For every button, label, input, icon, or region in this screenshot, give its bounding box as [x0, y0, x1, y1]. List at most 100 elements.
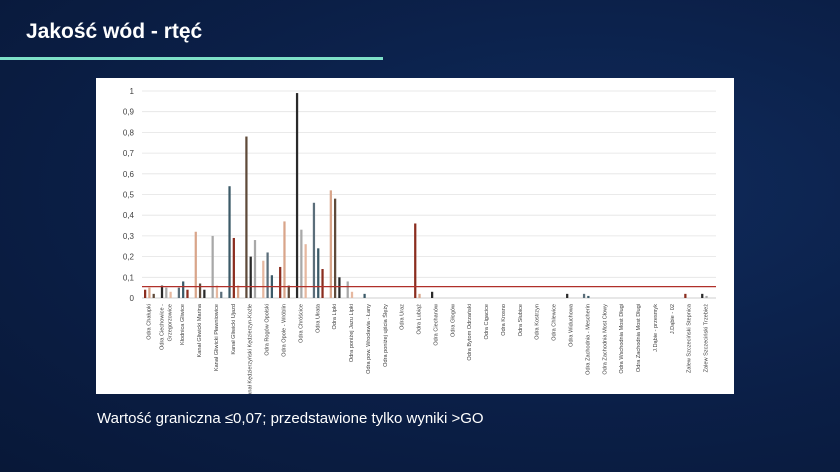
bar	[228, 186, 231, 298]
x-tick-label: Odra Zachodnia Most Długi	[636, 304, 642, 372]
bar	[152, 293, 155, 298]
bar	[169, 291, 172, 298]
bar	[220, 291, 223, 298]
bar	[287, 285, 290, 298]
title-underline	[0, 57, 383, 60]
y-axis-ticks: 0 0,1 0,2 0,3 0,4 0,5 0,6 0,7 0,8 0,9 1	[123, 87, 135, 303]
y-tick-label: 0	[130, 294, 135, 303]
x-tick-label: J.Dąbie - przesmyk	[653, 304, 659, 352]
x-tick-label: Kanał Gliwicki Pławniowice	[214, 304, 220, 371]
bar	[350, 291, 354, 298]
x-tick-label: Kanał Kędzierzyński Kędzierzyn-Koźle	[248, 304, 254, 394]
bar	[684, 293, 687, 298]
x-tick-label: Kanał Gliwicki Ujazd	[231, 304, 237, 355]
x-tick-label: Odra Krosno	[501, 304, 507, 336]
x-tick-label: Odra Ułrata	[315, 303, 321, 333]
y-tick-label: 0,3	[123, 232, 135, 241]
bar	[300, 229, 303, 298]
bar	[321, 269, 324, 298]
bars	[144, 93, 708, 298]
bar	[363, 293, 366, 298]
bar	[346, 281, 349, 298]
y-tick-label: 0,7	[123, 149, 135, 158]
x-tick-label: Odra Chlewice	[552, 304, 558, 341]
bar	[160, 285, 164, 298]
bar	[701, 293, 704, 298]
x-tick-label: Odra Bytom Odrzański	[467, 304, 473, 361]
x-tick-label: Odra Lubiąż	[417, 304, 423, 335]
y-tick-label: 0,9	[123, 108, 135, 117]
bar	[262, 260, 265, 298]
y-tick-label: 0,5	[123, 191, 135, 200]
bar	[215, 285, 219, 298]
bar	[431, 291, 434, 298]
x-tick-label: Odra Chróścice	[298, 304, 304, 343]
x-tick-label: Odra Słubice	[518, 304, 524, 336]
x-tick-label: Zalew Szczeciński Stepnica	[687, 303, 693, 373]
x-tick-label: Grzegorzowice	[167, 304, 173, 341]
x-tick-label: Odra Ciechanów	[433, 303, 439, 346]
x-tick-label: Odra Lipki	[332, 304, 338, 330]
bar	[266, 252, 269, 298]
x-tick-label: Odra Głogów	[450, 303, 456, 337]
bar	[582, 293, 586, 298]
x-tick-label: Odra Uraz	[400, 304, 406, 330]
bar	[232, 237, 235, 298]
mercury-bar-chart: 0 0,1 0,2 0,3 0,4 0,5 0,6 0,7 0,8 0,9 1 Odra Chału…	[123, 87, 716, 394]
bar	[182, 281, 185, 298]
y-tick-label: 1	[130, 87, 135, 96]
y-tick-label: 0,1	[123, 273, 135, 282]
x-tick-label: Odra Zachodnia - Mescherin	[585, 304, 591, 375]
bar	[253, 240, 257, 298]
x-axis-labels: Odra Chałupki Odra Ciechowice - Grzegorzow…	[146, 303, 709, 394]
bar	[144, 289, 147, 298]
x-tick-label: Odra pow. Wrocławia - Łany	[366, 304, 372, 374]
bar	[148, 287, 151, 298]
chart-panel: 0 0,1 0,2 0,3 0,4 0,5 0,6 0,7 0,8 0,9 1 Odra Chału…	[96, 78, 734, 394]
x-tick-label: Odra Zachodnia Most Cłowy	[602, 304, 608, 375]
bar	[414, 223, 417, 298]
bar	[194, 231, 197, 298]
y-tick-label: 0,8	[123, 128, 135, 137]
bar	[165, 287, 168, 298]
y-tick-label: 0,2	[123, 253, 135, 262]
bar	[295, 93, 299, 298]
bar	[705, 295, 708, 298]
y-tick-label: 0,6	[123, 170, 135, 179]
bar	[338, 277, 341, 298]
x-tick-label: J.Dąbie - 02	[670, 304, 676, 334]
x-tick-label: Odra Widuchowa	[569, 303, 575, 347]
bar	[566, 293, 569, 298]
bar	[198, 283, 202, 298]
bar	[186, 289, 189, 298]
bar	[334, 198, 337, 298]
bar	[304, 244, 307, 298]
bar	[237, 285, 240, 298]
x-tick-label: Zalew Szczeciński Trzebież	[704, 304, 710, 373]
x-tick-label: Odra Rogów Opolski	[265, 304, 271, 356]
bar	[312, 202, 316, 298]
grid-lines	[142, 90, 716, 299]
x-tick-label: Odra Kostrzyn	[535, 304, 541, 340]
bar	[245, 136, 248, 298]
caption: Wartość graniczna ≤0,07; przedstawione t…	[97, 410, 484, 427]
bar	[317, 248, 320, 298]
x-tick-label: Odra poniżej Jazu Lipki	[349, 304, 355, 362]
x-tick-label: Odra Opole - Wróblin	[282, 304, 288, 357]
bar	[587, 295, 590, 298]
x-tick-label: Odra Ciechowice -	[159, 304, 165, 350]
bar	[279, 266, 282, 298]
x-tick-label: Odra Wschodnia Most Długi	[619, 304, 625, 374]
x-tick-label: Odra Cigacice	[484, 304, 490, 339]
bar	[211, 235, 214, 298]
x-tick-label: Kanał Gliwicki Marina	[197, 303, 203, 357]
y-tick-label: 0,4	[123, 211, 135, 220]
bar	[177, 287, 181, 298]
bar	[283, 221, 286, 298]
bar	[249, 256, 252, 298]
slide-title: Jakość wód - rtęć	[26, 20, 203, 43]
bar	[418, 293, 421, 298]
x-tick-label: Odra poniżej ujścia Ślęży	[381, 304, 389, 367]
x-tick-label: Odra Chałupki	[146, 304, 152, 340]
bar	[329, 190, 332, 298]
